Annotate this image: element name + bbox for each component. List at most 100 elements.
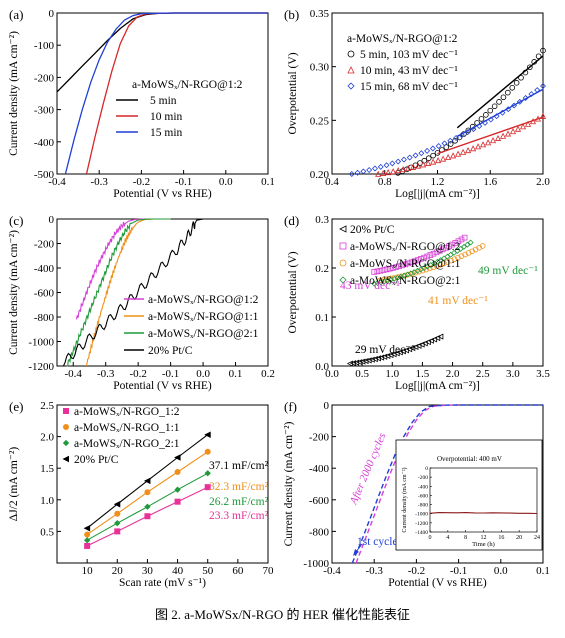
x-tick-label: 0.2 [261,368,275,380]
legend-entry: 15 min [150,127,183,139]
x-tick-label: 0.4 [325,176,339,188]
y-tick-label: -200 [309,432,330,444]
data-point [424,253,431,260]
data-point [444,259,451,265]
x-tick-label: 30 [142,565,154,577]
data-point [174,498,181,505]
data-point [388,275,394,282]
data-point [423,266,429,273]
data-point [429,145,436,152]
legend-entry: a-MoWSₓ/N-RGO@2:1 [350,275,461,287]
data-point [445,153,452,160]
data-point [427,337,434,344]
x-tick-label: -0.1 [162,368,179,380]
inset-x-tick-label: 8 [464,535,467,541]
y-tick-label: 0.1 [315,312,329,324]
data-point [339,276,347,284]
data-point [144,513,151,520]
inset-y-tick-label: -600 [418,493,428,499]
legend-entry: a-MoWSₓ/N-RGO@2:1 [148,328,259,340]
data-point [435,157,442,164]
data-point [383,266,390,273]
data-point [144,503,151,510]
data-point [441,140,448,147]
data-point [430,158,437,165]
data-point [385,169,392,176]
data-point [535,53,542,60]
inset-y-tick-label: -400 [418,484,428,490]
data-point [383,162,390,169]
y-axis-label: Current density (mA cm⁻²) [8,230,20,355]
data-point [483,112,489,118]
data-point [418,150,425,157]
legend-title: a-MoWSₓ/N-RGO@1:2 [347,33,458,45]
x-tick-label: -0.4 [48,176,66,188]
data-point [390,265,396,271]
data-point [415,257,421,263]
data-point [455,150,462,157]
data-point [540,83,546,89]
y-tick-label: -1200 [28,361,54,373]
chart-panel-b: 0.4 0.8 1.2 1.6 2.0 0.20 0.25 0.30 0.35 Log[|j|(m… [284,7,550,200]
inset-x-tick-label: 4 [446,535,449,541]
x-tick-label: 70 [263,565,275,577]
inset-y-tick-label: 0 [425,466,428,472]
capacitance-label: 23.3 mF/cm² [209,510,269,522]
plot-frame [56,12,269,175]
data-point [389,160,396,167]
y-tick-label: -800 [309,526,330,538]
inset-series-line [429,512,538,515]
x-tick-label: 1.2 [431,176,445,188]
y-tick-label: -100 [34,40,55,52]
data-point [424,147,431,154]
slope-label: 43 mV dec⁻¹ [340,280,400,292]
x-tick-label: -0.3 [97,368,115,380]
data-point [347,66,355,74]
x-tick-label: 1.0 [385,368,399,380]
data-point [354,169,361,176]
x-axis-label: Log[|j|(mA cm⁻²)] [395,380,480,392]
data-point [528,91,535,98]
y-axis-label: Current density (mA cm⁻²) [8,31,20,156]
y-axis-label: Overpotential (V) [287,251,299,333]
x-tick-label: -0.3 [365,565,383,577]
series-line [66,218,171,367]
data-point [339,242,347,250]
data-point [399,262,406,269]
series-line [64,12,268,175]
y-tick-label: 2.0 [40,432,54,444]
data-point [496,99,502,105]
data-point [377,279,384,286]
data-point [204,431,211,438]
data-point [415,162,422,169]
data-point [500,94,507,101]
data-point [375,170,382,177]
data-point [347,50,355,58]
y-tick-label: 1.0 [40,495,54,507]
data-point [348,171,355,177]
data-point [480,141,487,148]
data-point [380,267,387,273]
legend-entry: 5 min, 103 mV dec⁻¹ [360,49,458,61]
data-point [436,248,443,254]
data-point [448,257,454,264]
fit-line [456,55,544,129]
legend-entry: 15 min, 68 mV dec⁻¹ [360,81,458,93]
data-point [62,455,69,463]
figure-caption: 图 2. a-MoWSx/N-RGO 的 HER 催化性能表征 [155,607,410,622]
data-point [424,339,431,346]
data-point [409,270,415,277]
data-point [465,127,472,134]
legend-entry: 10 min, 43 mV dec⁻¹ [360,65,458,77]
x-tick-label: 1.6 [483,176,497,188]
inset-y-tick-label: -1400 [415,530,428,536]
slope-label: 41 mV dec⁻¹ [428,295,488,307]
y-tick-label: 1.5 [40,463,54,475]
data-point [505,89,511,96]
legend-entry: 20% Pt/C [148,345,193,357]
capacitance-label: 37.1 mF/cm² [209,460,269,472]
x-tick-label: 0.8 [378,176,392,188]
data-point [384,277,391,284]
x-tick-label: -0.2 [133,176,150,188]
x-tick-label: -0.3 [90,176,108,188]
